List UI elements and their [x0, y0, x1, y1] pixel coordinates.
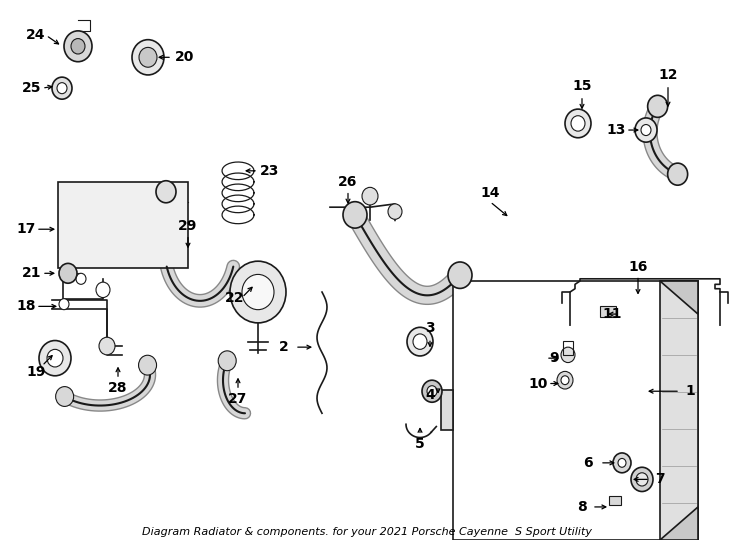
- Circle shape: [59, 264, 77, 283]
- Circle shape: [422, 380, 442, 402]
- Circle shape: [561, 376, 569, 384]
- Circle shape: [413, 334, 427, 349]
- Circle shape: [618, 458, 626, 467]
- Circle shape: [56, 387, 73, 407]
- Text: 18: 18: [16, 299, 36, 313]
- Circle shape: [132, 39, 164, 75]
- Circle shape: [448, 262, 472, 288]
- Circle shape: [647, 96, 668, 117]
- Circle shape: [59, 299, 69, 309]
- Circle shape: [218, 351, 236, 370]
- Text: 23: 23: [261, 164, 280, 178]
- Text: 29: 29: [178, 219, 197, 233]
- Circle shape: [71, 38, 85, 54]
- Text: 19: 19: [26, 366, 46, 380]
- Text: 12: 12: [658, 68, 677, 82]
- Circle shape: [613, 453, 631, 473]
- Text: 3: 3: [425, 321, 435, 335]
- Text: 4: 4: [425, 388, 435, 402]
- Polygon shape: [660, 281, 698, 314]
- Circle shape: [561, 347, 575, 362]
- Text: 6: 6: [584, 456, 593, 470]
- Bar: [600, 306, 616, 318]
- Circle shape: [565, 109, 591, 138]
- Text: Diagram Radiator & components. for your 2021 Porsche Cayenne  S Sport Utility: Diagram Radiator & components. for your …: [142, 527, 592, 537]
- Circle shape: [76, 273, 86, 285]
- Text: 1: 1: [685, 384, 695, 398]
- Circle shape: [427, 386, 437, 397]
- Text: 25: 25: [22, 81, 42, 95]
- Bar: [441, 390, 453, 430]
- Text: 21: 21: [22, 266, 42, 280]
- Circle shape: [139, 355, 156, 375]
- Text: 22: 22: [225, 291, 244, 305]
- Circle shape: [362, 187, 378, 205]
- Text: 15: 15: [573, 79, 592, 93]
- Circle shape: [407, 327, 433, 356]
- Circle shape: [636, 473, 648, 486]
- Bar: [563, 341, 573, 355]
- Text: 27: 27: [228, 392, 247, 406]
- Circle shape: [343, 201, 367, 228]
- Text: 11: 11: [603, 307, 622, 321]
- Text: 20: 20: [175, 50, 195, 64]
- Bar: [453, 281, 698, 540]
- Text: 16: 16: [628, 260, 647, 274]
- Circle shape: [139, 48, 157, 67]
- Circle shape: [388, 204, 402, 219]
- Text: 28: 28: [108, 381, 128, 395]
- Text: 2: 2: [279, 340, 289, 354]
- Polygon shape: [660, 507, 698, 540]
- Text: 14: 14: [480, 186, 500, 200]
- Text: 26: 26: [338, 175, 357, 189]
- Text: 24: 24: [26, 28, 46, 42]
- Text: 13: 13: [606, 123, 625, 137]
- Circle shape: [571, 116, 585, 131]
- Circle shape: [230, 261, 286, 323]
- Circle shape: [631, 467, 653, 491]
- Text: 10: 10: [528, 376, 548, 390]
- Bar: [609, 496, 621, 505]
- Text: 9: 9: [549, 351, 559, 365]
- Circle shape: [64, 31, 92, 62]
- Text: 8: 8: [577, 500, 587, 514]
- Circle shape: [47, 349, 63, 367]
- Circle shape: [99, 337, 115, 355]
- Circle shape: [52, 77, 72, 99]
- Circle shape: [641, 125, 651, 136]
- Circle shape: [57, 83, 67, 93]
- Bar: [58, 182, 188, 268]
- Circle shape: [156, 181, 176, 203]
- Circle shape: [242, 274, 274, 309]
- Text: 5: 5: [415, 437, 425, 451]
- Text: 17: 17: [16, 222, 36, 236]
- Text: 7: 7: [655, 472, 665, 487]
- Circle shape: [557, 372, 573, 389]
- Circle shape: [39, 341, 71, 376]
- Bar: [660, 281, 698, 540]
- Circle shape: [96, 282, 110, 298]
- Circle shape: [668, 163, 688, 185]
- Circle shape: [635, 118, 657, 142]
